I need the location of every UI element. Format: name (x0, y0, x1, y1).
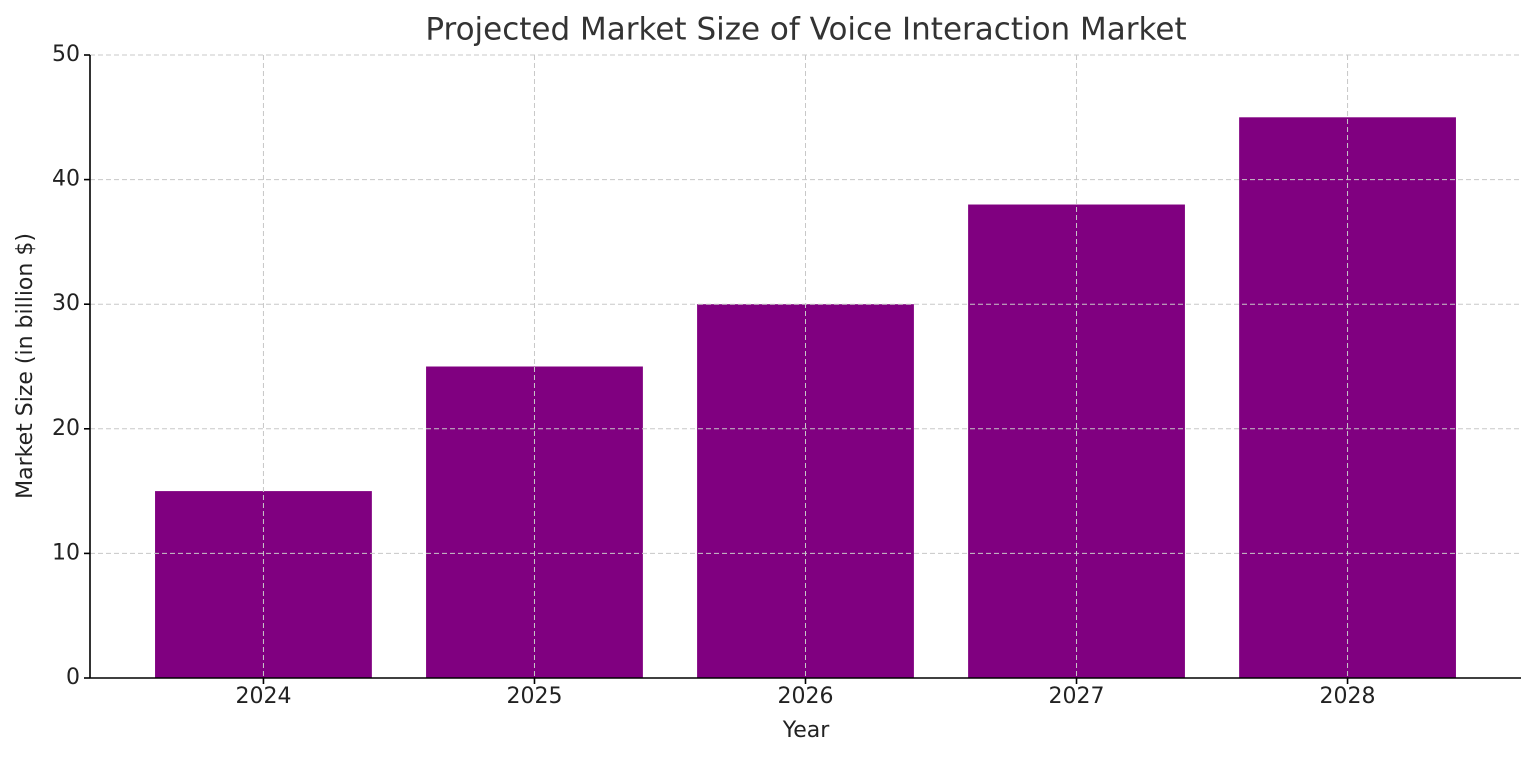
y-tick-label: 40 (52, 167, 80, 192)
x-tick-label: 2024 (235, 684, 291, 709)
x-tick-label: 2026 (778, 684, 834, 709)
y-tick-label: 30 (52, 291, 80, 316)
x-tick-label: 2027 (1049, 684, 1105, 709)
y-tick-label: 20 (52, 416, 80, 441)
y-axis-label: Market Size (in billion $) (13, 233, 38, 499)
x-axis-label: Year (782, 718, 831, 743)
y-tick-label: 0 (66, 665, 80, 690)
chart-title: Projected Market Size of Voice Interacti… (425, 12, 1186, 48)
x-tick-label: 2025 (506, 684, 562, 709)
x-tick-label: 2028 (1320, 684, 1376, 709)
y-tick-label: 10 (52, 540, 80, 565)
y-tick-label: 50 (52, 42, 80, 67)
